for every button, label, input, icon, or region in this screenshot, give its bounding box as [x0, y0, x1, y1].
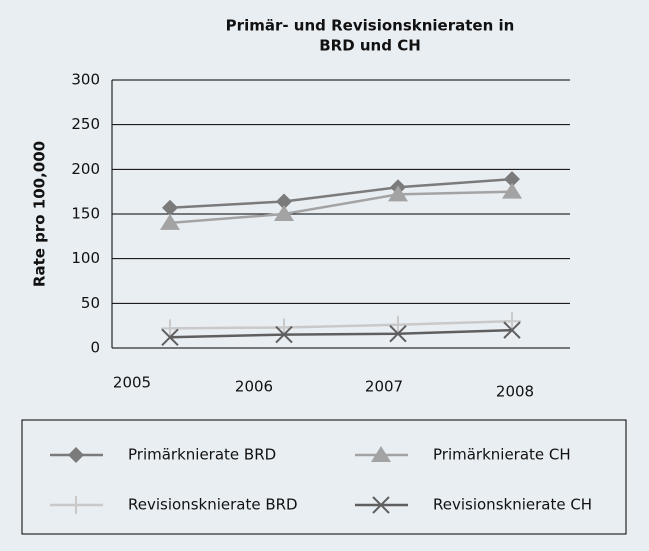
y-tick-label: 50 [81, 294, 100, 312]
series-line [169, 319, 513, 330]
chart-title: BRD und CH [319, 37, 421, 55]
data-point [161, 328, 179, 346]
y-tick-label: 200 [71, 160, 100, 178]
data-point [502, 182, 522, 199]
x-tick-label: 2007 [365, 378, 403, 396]
data-point [504, 171, 520, 188]
data-point [160, 213, 180, 230]
legend-marker [372, 496, 390, 514]
legend-label: Primärknierate CH [433, 446, 571, 464]
data-point [388, 185, 408, 202]
legend-marker [371, 446, 391, 462]
data-point [274, 205, 294, 221]
data-point [503, 312, 521, 331]
legend-marker [68, 447, 84, 463]
legend-box [21, 419, 627, 535]
data-point [161, 319, 179, 338]
y-tick-label: 0 [90, 339, 100, 357]
series-line [169, 190, 513, 225]
legend-label: Revisionsknierate CH [433, 496, 592, 514]
legend-label: Primärknierate BRD [128, 446, 276, 464]
y-tick-label: 100 [71, 249, 100, 267]
data-point [389, 324, 407, 343]
data-point [503, 321, 521, 339]
data-point [276, 193, 292, 210]
series-line [169, 328, 513, 339]
chart-title: Primär- und Revisionsknieraten in [226, 17, 515, 35]
x-tick-label: 2008 [496, 383, 534, 401]
data-point [389, 315, 407, 334]
data-point [162, 199, 178, 216]
y-axis-label: Rate pro 100,000 [31, 141, 49, 287]
data-point [275, 325, 293, 344]
legend-label: Revisionsknierate BRD [128, 496, 298, 514]
y-tick-label: 250 [71, 115, 100, 133]
y-tick-label: 150 [71, 205, 100, 223]
x-tick-label: 2006 [235, 378, 273, 396]
series-line [169, 177, 513, 209]
x-tick-label: 2005 [113, 374, 151, 392]
y-tick-label: 300 [71, 71, 100, 89]
legend-marker [67, 496, 85, 514]
